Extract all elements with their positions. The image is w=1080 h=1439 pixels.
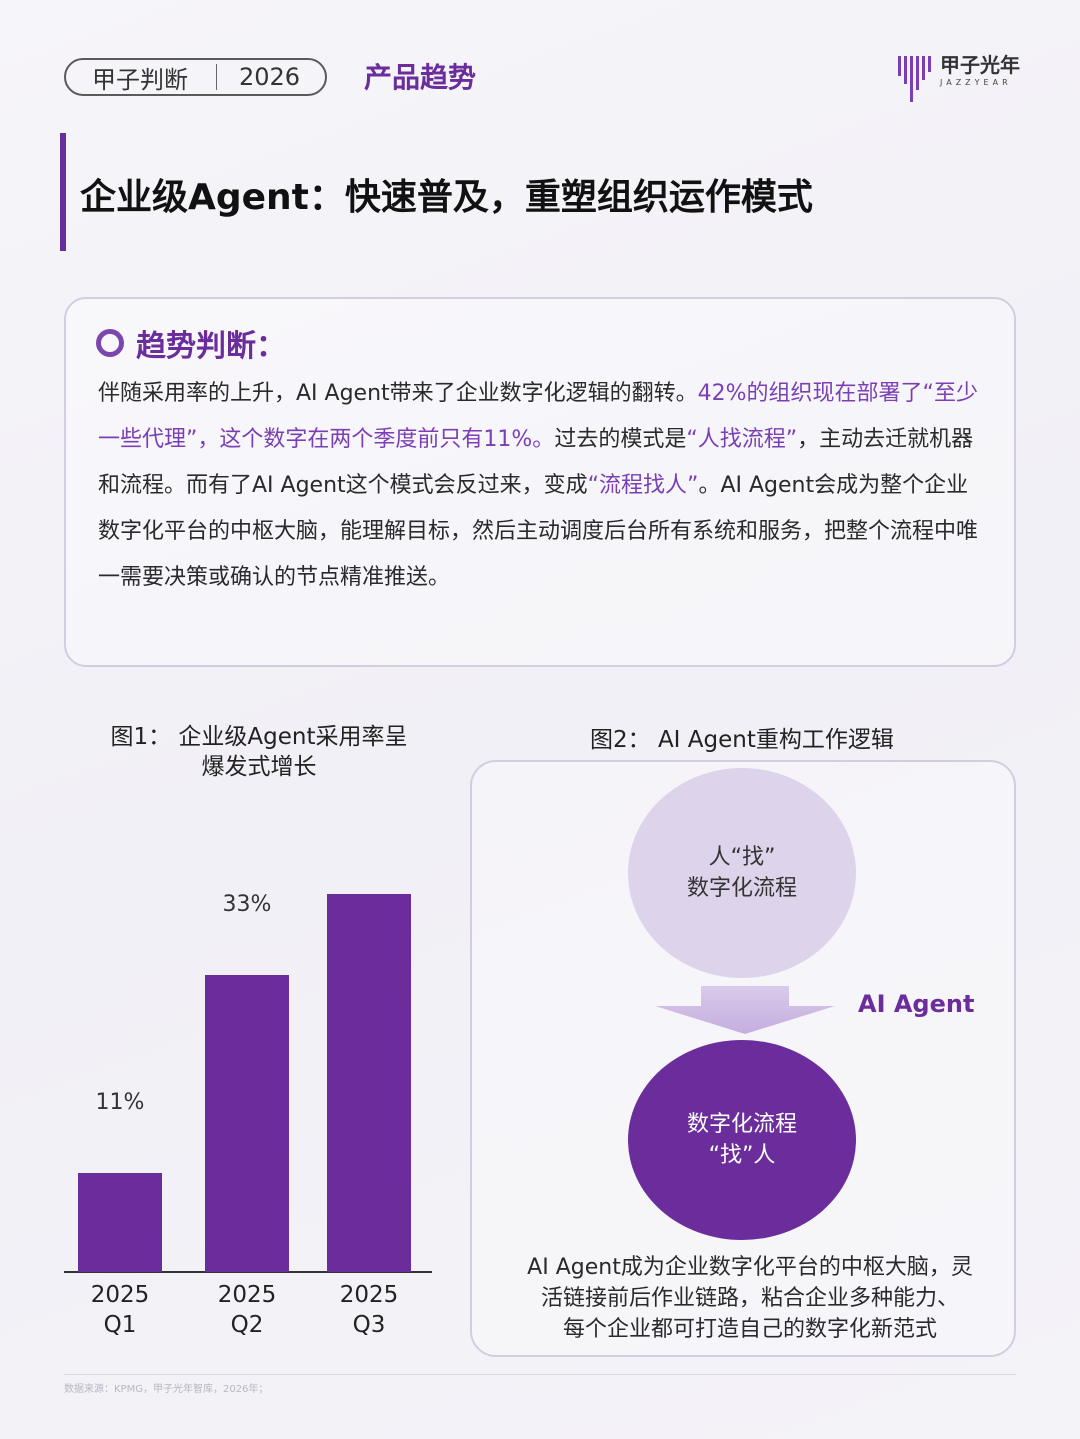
old-mode-line2: 数字化流程 (686, 876, 797, 901)
header-pill: 甲子判断 2026 (64, 58, 327, 96)
trend-highlight-3: “流程找人” (587, 473, 699, 498)
trend-card: 趋势判断： 伴随采用率的上升，AI Agent带来了企业数字化逻辑的翻转。42%… (64, 297, 1016, 667)
category-label: 2025 (340, 1282, 399, 1308)
category-label: 2025 (91, 1282, 150, 1308)
category-label: Q1 (104, 1312, 137, 1338)
figure2-desc-line2: 活链接前后作业链路，粘合企业多种能力、 (540, 1286, 959, 1311)
trend-label: 趋势判断： (136, 329, 286, 364)
logo-name: 甲子光年 (940, 53, 1020, 77)
figure2-title: 图2： AI Agent重构工作逻辑 (590, 727, 894, 753)
new-mode-circle: 数字化流程 “找”人 (628, 1040, 856, 1240)
category-label: Q2 (231, 1312, 264, 1338)
logo-subname: JAZZYEAR (940, 78, 1012, 87)
bar (78, 1173, 162, 1272)
logo-bars-icon (898, 56, 931, 102)
trend-text-1: 伴随采用率的上升，AI Agent带来了企业数字化逻辑的翻转。 (98, 381, 698, 406)
trend-text-3: ，主动去迁就机器和流程。而有了AI Agent这个模式会反过来，变成 (98, 427, 974, 498)
title-accent-bar (60, 133, 66, 251)
figure1-title-line2: 爆发式增长 (201, 754, 317, 780)
figure2-description: AI Agent成为企业数字化平台的中枢大脑，灵 活链接前后作业链路，粘合企业多… (480, 1252, 1020, 1345)
trend-text: 伴随采用率的上升，AI Agent带来了企业数字化逻辑的翻转。42%的组织现在部… (98, 371, 988, 601)
trend-highlight-1: 42%的组织现在部署了“至少一些代理”，这个数字在两个季度前只有11%。 (98, 381, 978, 452)
old-mode-line1: 人“找” (708, 845, 776, 870)
new-mode-line1: 数字化流程 (686, 1112, 797, 1137)
footer-divider (64, 1374, 1016, 1375)
category-label: 2025 (218, 1282, 277, 1308)
ring-icon (96, 329, 124, 357)
down-arrow-icon (655, 986, 835, 1034)
trend-text-2: 过去的模式是 (554, 427, 687, 452)
data-label: 33% (223, 892, 272, 917)
figure1-title-line1: 图1： 企业级Agent采用率呈 (110, 724, 408, 750)
bar (205, 975, 289, 1272)
section-tag: 产品趋势 (364, 61, 477, 94)
new-mode-line2: “找”人 (708, 1143, 776, 1168)
trend-highlight-2: “人找流程” (686, 427, 798, 452)
pill-year: 2026 (239, 63, 301, 91)
figure2-desc-line3: 每个企业都可打造自己的数字化新范式 (562, 1317, 937, 1342)
old-mode-circle: 人“找” 数字化流程 (628, 768, 856, 978)
pill-label: 甲子判断 (92, 65, 188, 94)
agent-label: AI Agent (858, 990, 975, 1018)
data-label: 11% (96, 1090, 145, 1115)
category-label: Q3 (353, 1312, 386, 1338)
pill-divider (216, 64, 217, 90)
trend-header: 趋势判断： (96, 321, 286, 365)
brand-logo: 甲子光年 JAZZYEAR (896, 52, 1020, 104)
source-note: 数据来源：KPMG，甲子光年智库，2026年； (64, 1384, 269, 1395)
page-title: 企业级Agent：快速普及，重塑组织运作模式 (80, 177, 813, 218)
figure1-title: 图1： 企业级Agent采用率呈 爆发式增长 (94, 722, 424, 782)
trend-text-4: 。AI Agent会成为整个企业数字化平台的中枢大脑，能理解目标，然后主动调度后… (98, 473, 979, 590)
bar (327, 894, 411, 1272)
figure2-desc-line1: AI Agent成为企业数字化平台的中枢大脑，灵 (527, 1255, 973, 1280)
